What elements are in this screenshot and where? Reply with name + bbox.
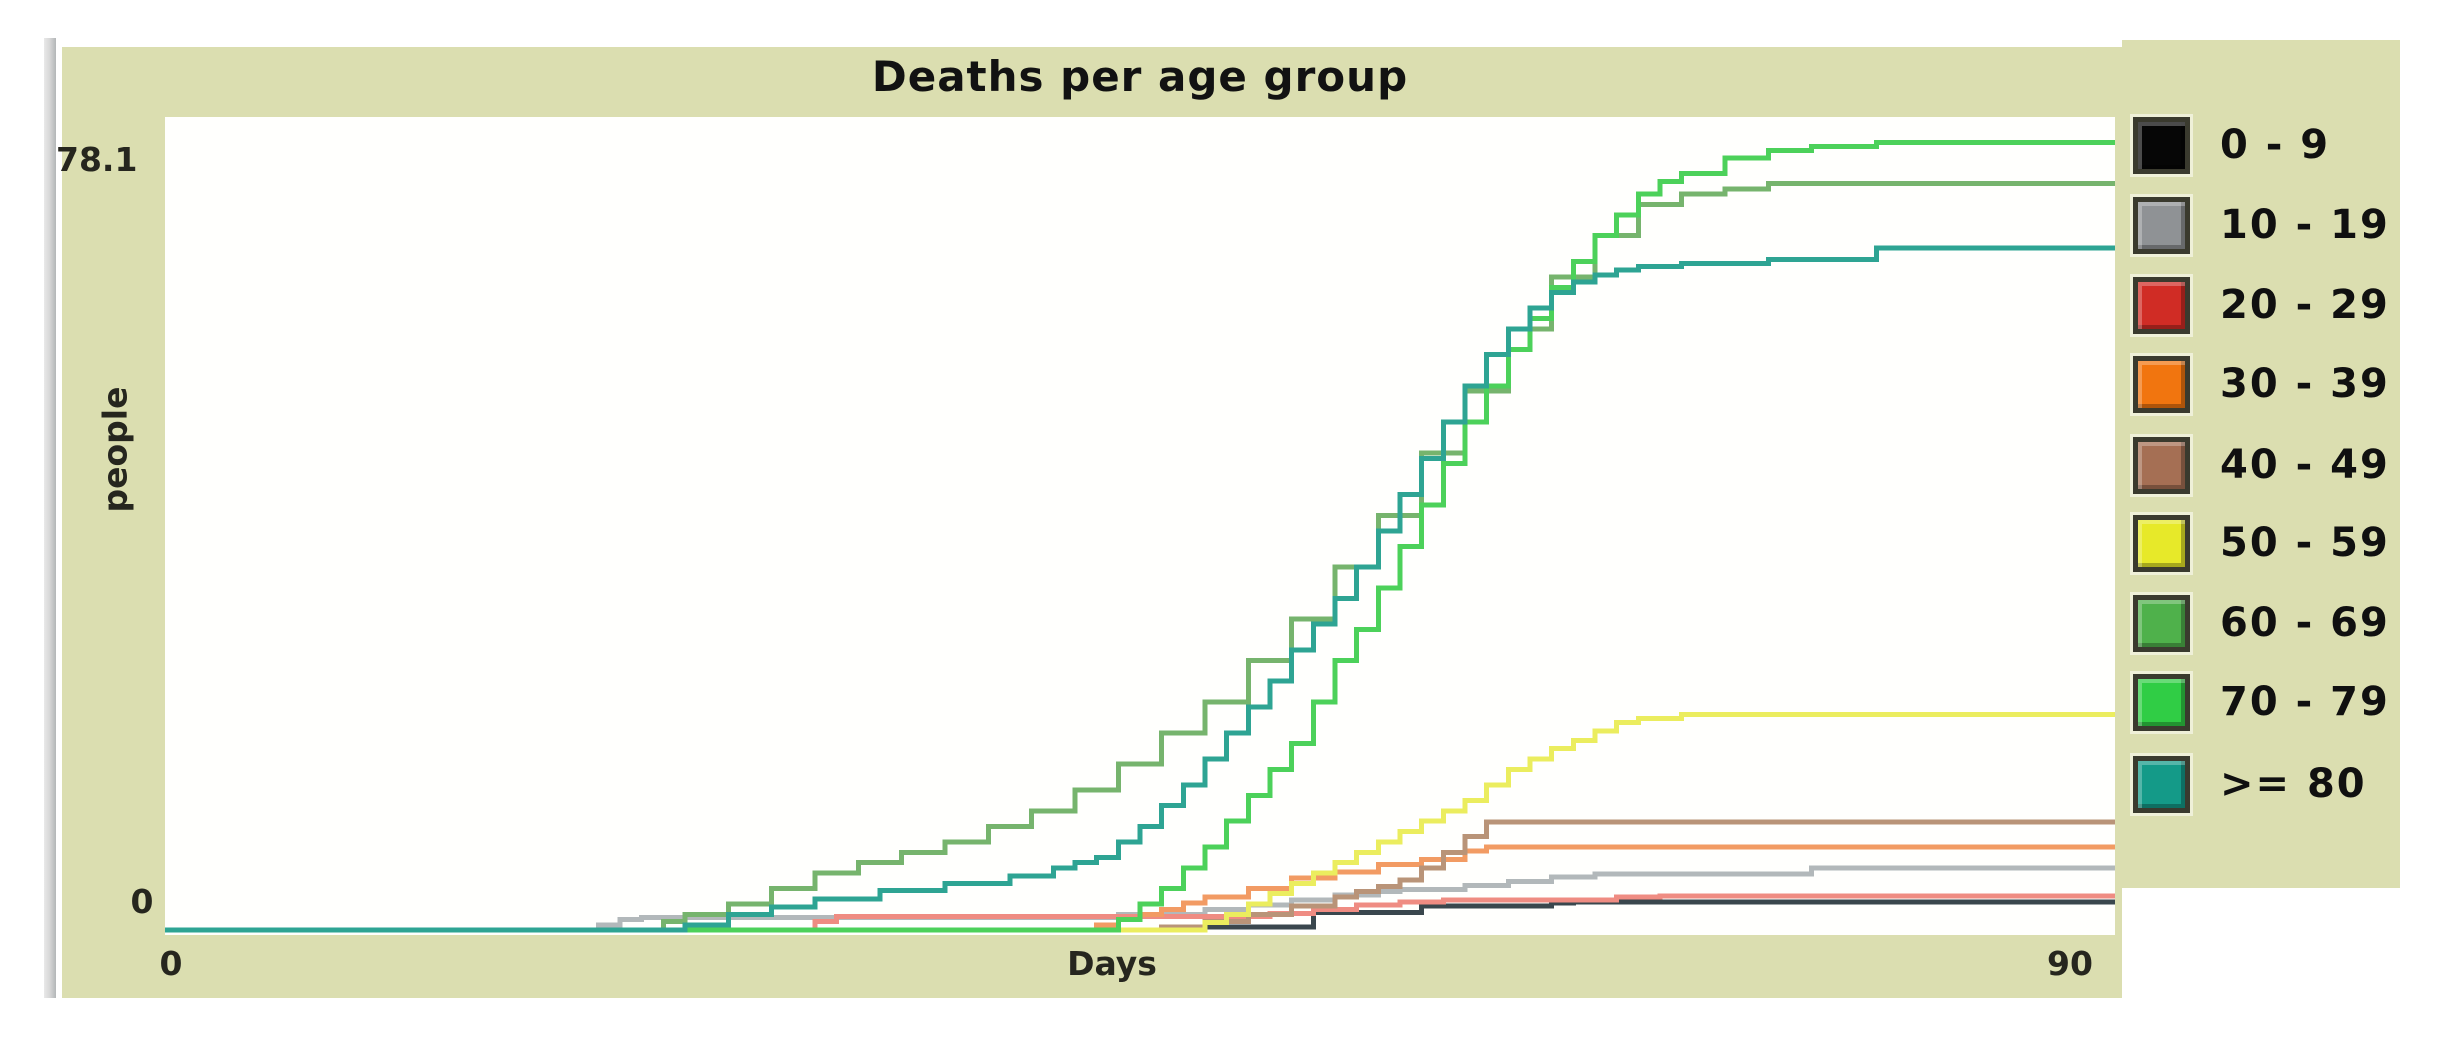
legend-swatch-black (2133, 116, 2190, 174)
vertical-scrollbar[interactable] (44, 38, 56, 998)
legend-swatch-green (2133, 594, 2190, 652)
legend-label: 10 - 19 (2220, 202, 2390, 248)
legend-swatch-brown (2133, 436, 2190, 494)
legend-item-0-9: 0 - 9 (2133, 116, 2330, 174)
legend-swatch-teal (2133, 755, 2190, 813)
series-line-5059 (165, 711, 2115, 933)
legend-item-70-79: 70 - 79 (2133, 673, 2390, 731)
legend-swatch-red (2133, 276, 2190, 334)
legend-item-10-19: 10 - 19 (2133, 196, 2390, 254)
plot-area (165, 117, 2115, 935)
legend-item-30-39: 30 - 39 (2133, 355, 2390, 413)
y-axis-zero-tick: 0 (130, 882, 154, 921)
x-axis-title: Days (1067, 944, 1157, 983)
legend-swatch-orange (2133, 355, 2190, 413)
legend-label: 20 - 29 (2220, 282, 2390, 328)
legend-label: 70 - 79 (2220, 679, 2390, 725)
series-line-6069 (165, 181, 2115, 933)
legend-item-40-49: 40 - 49 (2133, 436, 2390, 494)
legend-label: >= 80 (2220, 761, 2367, 807)
x-axis-min-tick: 0 (159, 944, 183, 983)
legend-item-80plus: >= 80 (2133, 755, 2367, 813)
legend-item-60-69: 60 - 69 (2133, 594, 2390, 652)
chart-lines-canvas (165, 139, 2115, 933)
legend-label: 30 - 39 (2220, 361, 2390, 407)
legend-panel: 0 - 9 10 - 19 20 - 29 30 - 39 40 - 49 50… (2122, 40, 2400, 888)
legend-swatch-lime (2133, 673, 2190, 731)
legend-item-20-29: 20 - 29 (2133, 276, 2390, 334)
y-axis-title: people (95, 386, 135, 513)
y-axis-max-tick: 78.1 (56, 140, 138, 179)
legend-swatch-gray (2133, 196, 2190, 254)
chart-title: Deaths per age group (871, 52, 1409, 101)
legend-swatch-yellow (2133, 514, 2190, 572)
legend-label: 50 - 59 (2220, 520, 2390, 566)
legend-item-50-59: 50 - 59 (2133, 514, 2390, 572)
series-line-7079 (165, 139, 2115, 933)
x-axis-max-tick: 90 (2047, 944, 2093, 983)
series-line-2029 (165, 893, 2115, 933)
series-line-80 (165, 245, 2115, 933)
legend-label: 40 - 49 (2220, 442, 2390, 488)
legend-label: 60 - 69 (2220, 600, 2390, 646)
legend-label: 0 - 9 (2220, 122, 2331, 168)
